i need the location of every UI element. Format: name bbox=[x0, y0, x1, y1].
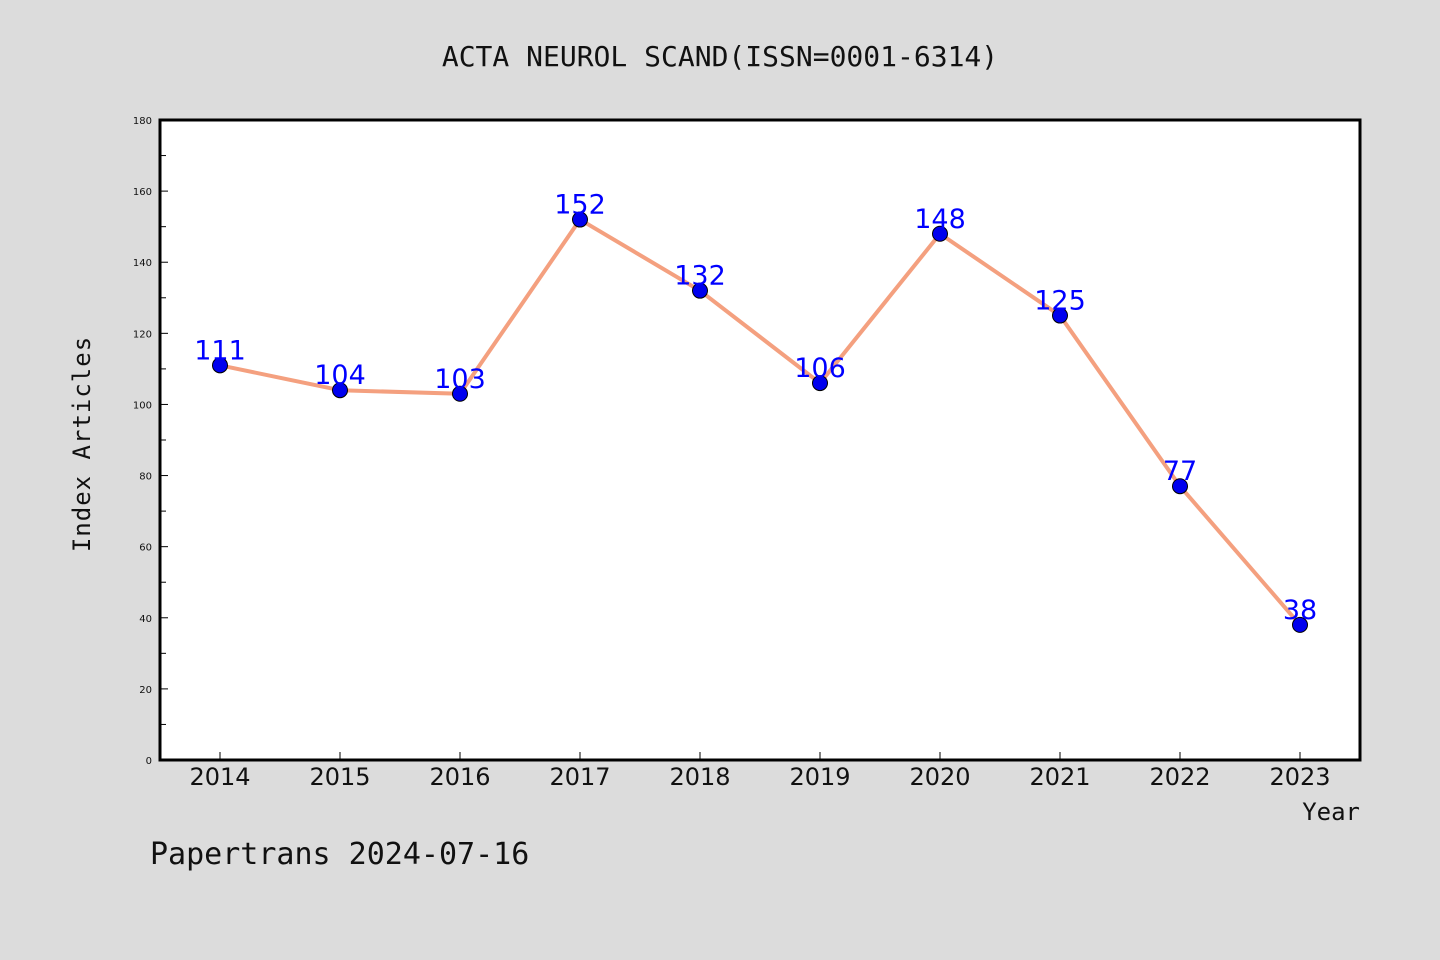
x-tick-label: 2015 bbox=[309, 763, 370, 791]
chart-title: ACTA NEUROL SCAND(ISSN=0001-6314) bbox=[442, 40, 998, 73]
y-tick-label: 100 bbox=[133, 400, 152, 411]
data-label: 38 bbox=[1283, 595, 1317, 626]
series-line bbox=[218, 217, 1302, 627]
y-tick-label: 120 bbox=[133, 329, 152, 340]
data-label: 77 bbox=[1163, 456, 1197, 487]
data-markers bbox=[212, 211, 1308, 633]
data-point bbox=[212, 357, 228, 374]
x-axis-ticks: 2014 2015 2016 2017 2018 2019 2020 2021 2022 2023 bbox=[189, 752, 1331, 791]
y-tick-label: 60 bbox=[139, 543, 152, 554]
x-tick-label: 2020 bbox=[909, 763, 970, 791]
data-point bbox=[932, 225, 948, 242]
x-tick-label: 2016 bbox=[429, 763, 490, 791]
x-tick-label: 2014 bbox=[189, 763, 250, 791]
data-label: 132 bbox=[674, 261, 726, 292]
x-tick-label: 2021 bbox=[1029, 763, 1090, 791]
x-axis-label: Year bbox=[1302, 798, 1360, 826]
data-label: 104 bbox=[314, 360, 366, 391]
data-value-labels: 111 104 103 152 132 106 148 125 77 38 bbox=[194, 190, 1317, 626]
data-point bbox=[812, 375, 828, 392]
data-label: 111 bbox=[194, 335, 246, 366]
y-tick-label: 0 bbox=[146, 756, 152, 767]
plot-area bbox=[160, 120, 1360, 760]
data-point bbox=[1292, 616, 1308, 633]
data-point bbox=[1172, 478, 1188, 495]
data-point bbox=[692, 282, 708, 299]
data-point bbox=[1052, 307, 1068, 324]
x-tick-label: 2017 bbox=[549, 763, 610, 791]
data-label: 152 bbox=[554, 190, 606, 221]
series-line-group bbox=[218, 217, 1302, 627]
data-label: 103 bbox=[434, 364, 486, 395]
y-tick-label: 40 bbox=[139, 614, 152, 625]
y-tick-label: 80 bbox=[139, 472, 152, 483]
y-axis-label: Index Articles bbox=[68, 336, 96, 552]
y-tick-label: 180 bbox=[133, 116, 152, 127]
x-tick-label: 2019 bbox=[789, 763, 850, 791]
data-label: 125 bbox=[1034, 286, 1086, 317]
y-tick-label: 20 bbox=[139, 685, 152, 696]
data-label: 148 bbox=[914, 204, 966, 235]
x-tick-label: 2022 bbox=[1149, 763, 1210, 791]
x-tick-label: 2023 bbox=[1269, 763, 1330, 791]
y-axis-ticks: 0 20 40 60 80 100 120 140 160 180 bbox=[133, 116, 168, 767]
data-point bbox=[572, 211, 588, 228]
y-tick-label: 160 bbox=[133, 187, 152, 198]
y-tick-label: 140 bbox=[133, 258, 152, 269]
footer-credit: Papertrans 2024-07-16 bbox=[150, 837, 529, 872]
x-tick-label: 2018 bbox=[669, 763, 730, 791]
data-label: 106 bbox=[794, 353, 846, 384]
plot-frame bbox=[158, 118, 1362, 762]
data-point bbox=[452, 385, 468, 402]
data-point bbox=[332, 382, 348, 399]
